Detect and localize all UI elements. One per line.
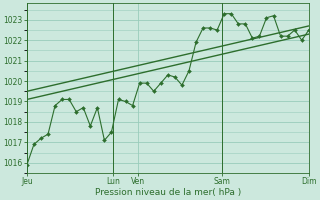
X-axis label: Pression niveau de la mer( hPa ): Pression niveau de la mer( hPa ) (95, 188, 241, 197)
